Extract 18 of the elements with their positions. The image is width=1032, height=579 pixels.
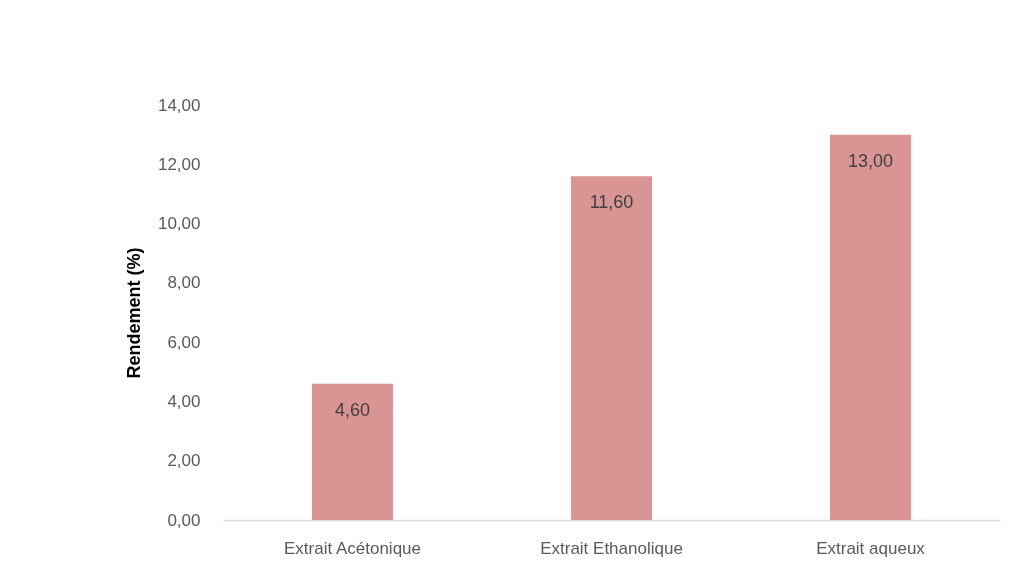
bar	[570, 176, 653, 520]
y-axis-title: Rendement (%)	[123, 247, 144, 379]
x-tick-label: Extrait Acétonique	[283, 538, 422, 558]
y-tick-label: 6,00	[167, 332, 201, 352]
y-tick-label: 2,00	[167, 451, 201, 471]
x-tick-label: Extrait Ethanolique	[540, 538, 683, 558]
bar	[829, 134, 912, 520]
data-label: 13,00	[847, 150, 894, 171]
y-tick-label: 10,00	[157, 214, 201, 234]
y-tick-label: 0,00	[167, 510, 201, 530]
y-tick-label: 12,00	[157, 154, 201, 174]
data-label: 11,60	[589, 192, 634, 213]
y-tick-label: 8,00	[167, 273, 201, 293]
data-label: 4,60	[334, 399, 371, 420]
bar	[311, 383, 394, 520]
y-tick-label: 4,00	[167, 391, 201, 411]
x-tick-label: Extrait aqueux	[816, 538, 926, 558]
y-tick-label: 14,00	[157, 95, 201, 115]
